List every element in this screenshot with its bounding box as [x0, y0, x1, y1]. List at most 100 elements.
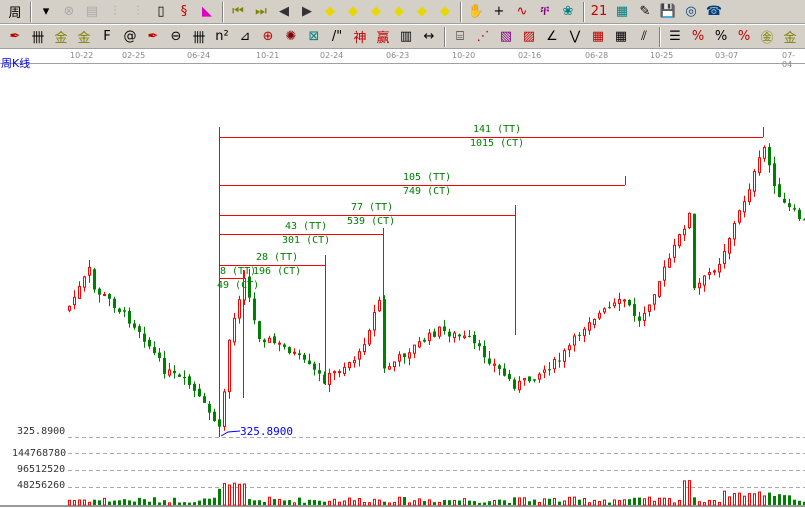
globe-icon[interactable]: ◎: [685, 4, 697, 19]
parallel-icon[interactable]: ⫽: [641, 29, 647, 44]
box-icon[interactable]: ⌸: [456, 29, 464, 44]
quote-icon[interactable]: /": [331, 29, 343, 44]
volume-bar: [563, 500, 566, 506]
tower-icon[interactable]: ቸ: [540, 4, 550, 19]
toolbar-main: 周 ▾ ⊗ ▤ ⫶ ⫶ ▯ § ◣ ⏮ ⏭ ◀ ▶ ◆ ◆ ◆ ◆ ◆ ◆ ✋ + ∿ ቸ ❀ 21 ▦ ✎ 💾 ◎ ☎: [0, 0, 805, 24]
clipboard-icon[interactable]: ▤: [85, 4, 99, 19]
speed-icon[interactable]: ∠: [546, 29, 558, 44]
gann-fan-icon[interactable]: ▨: [522, 29, 536, 44]
candle-body: [143, 333, 146, 342]
volume-bar: [538, 501, 541, 506]
calculator-icon[interactable]: ▦: [615, 4, 629, 19]
gann-box-icon[interactable]: ▧: [499, 29, 513, 44]
next-icon[interactable]: ▶: [302, 4, 312, 19]
hand-icon[interactable]: ✋: [467, 4, 485, 19]
target-icon[interactable]: ⊕: [262, 29, 274, 44]
candle-body: [588, 322, 591, 331]
spiral-icon[interactable]: @: [123, 29, 137, 44]
n2-icon[interactable]: n²: [215, 29, 229, 44]
annotation-ct: 49 (CT): [217, 280, 260, 291]
volume-bar: [218, 488, 221, 505]
candle-body: [373, 312, 376, 331]
shrink-icon[interactable]: ◆: [394, 4, 404, 19]
circle-icon[interactable]: ⊖: [170, 29, 182, 44]
lines-icon[interactable]: 卌: [192, 31, 206, 46]
volume-bar: [523, 497, 526, 506]
volume-bar: [128, 500, 131, 505]
volume-bar: [483, 502, 486, 505]
bars9-icon[interactable]: ⫶: [136, 4, 140, 19]
volume-bar: [243, 483, 246, 506]
date-tick: 03-07: [715, 51, 739, 60]
line-tool-icon[interactable]: ∿: [516, 4, 528, 19]
first-icon[interactable]: ⏮: [232, 4, 244, 19]
volume-bar: [353, 500, 356, 506]
percent-lines-icon[interactable]: %: [737, 29, 751, 44]
god-icon[interactable]: 神: [353, 31, 367, 46]
grid-icon[interactable]: ▦: [591, 29, 605, 44]
volume-bar: [388, 502, 391, 506]
win-icon[interactable]: 赢: [376, 31, 390, 46]
gold1-icon[interactable]: 金: [54, 31, 68, 46]
last-icon[interactable]: ⏭: [255, 4, 267, 19]
volume-bar: [348, 497, 351, 506]
phone-icon[interactable]: ☎: [705, 4, 723, 19]
volume-bar: [803, 501, 805, 505]
list-icon[interactable]: ☰: [669, 29, 681, 44]
volume-bar: [653, 500, 656, 506]
gold-lines-icon[interactable]: 金: [783, 31, 797, 46]
volume-bar: [558, 501, 561, 505]
pen2-icon[interactable]: ✒: [147, 29, 159, 44]
volume-bar: [553, 497, 556, 506]
dropdown-icon[interactable]: ▾: [42, 4, 50, 19]
percent-icon[interactable]: %: [714, 29, 728, 44]
flag-icon[interactable]: ◣: [202, 4, 212, 19]
volume-bar: [593, 499, 596, 506]
hash-icon[interactable]: 卌: [31, 31, 45, 46]
angle-icon[interactable]: ⊿: [239, 29, 251, 44]
date-tick: 06-28: [585, 51, 609, 60]
candle-body: [133, 323, 136, 328]
gold2-icon[interactable]: 金: [77, 31, 91, 46]
candle-body: [123, 310, 126, 312]
crosshair-icon[interactable]: +: [493, 4, 505, 19]
measure-icon[interactable]: ↔: [423, 29, 435, 44]
indicator-icon[interactable]: §: [180, 4, 188, 19]
brain-icon[interactable]: ❀: [562, 4, 574, 19]
expand-icon[interactable]: ◆: [371, 4, 381, 19]
f-icon[interactable]: F: [103, 29, 111, 44]
volume-bar: [288, 500, 291, 505]
fan-icon[interactable]: ⋰: [476, 29, 490, 44]
candle-body: [88, 266, 91, 276]
prev-icon[interactable]: ◀: [279, 4, 289, 19]
candle-body: [783, 198, 786, 203]
scroll-left-icon[interactable]: ◆: [325, 4, 335, 19]
volume-bar: [708, 499, 711, 506]
grid2-icon[interactable]: ▦: [614, 29, 628, 44]
candle-body: [363, 344, 366, 352]
candle-type-icon[interactable]: ▯: [157, 4, 165, 19]
pen-icon[interactable]: ✒: [9, 29, 21, 44]
save-icon[interactable]: 💾: [659, 4, 677, 19]
notes-icon[interactable]: ✎: [639, 4, 651, 19]
volume-bar: [723, 490, 726, 506]
volume-bar: [543, 498, 546, 506]
bars3-icon[interactable]: ⫶: [113, 4, 117, 19]
zoom-in-icon[interactable]: ◆: [417, 4, 427, 19]
volume-bar: [508, 502, 511, 505]
volume-bar: [323, 501, 326, 505]
gold-circle-icon[interactable]: ㊎: [760, 31, 774, 46]
ruler-icon[interactable]: ▥: [399, 29, 413, 44]
star-icon[interactable]: ✺: [285, 29, 297, 44]
period-icon[interactable]: 周: [8, 6, 22, 21]
pattern-icon[interactable]: ⊗: [63, 4, 75, 19]
square-icon[interactable]: ⊠: [308, 29, 320, 44]
scroll-right-icon[interactable]: ◆: [348, 4, 358, 19]
zoom-out-icon[interactable]: ◆: [440, 4, 450, 19]
volume-bar: [503, 500, 506, 505]
wave-icon[interactable]: ⋁: [569, 29, 581, 44]
percent-red-icon[interactable]: %: [691, 29, 705, 44]
annotation-ct: 196 (CT): [253, 266, 302, 277]
calendar-icon[interactable]: 21: [590, 4, 608, 19]
